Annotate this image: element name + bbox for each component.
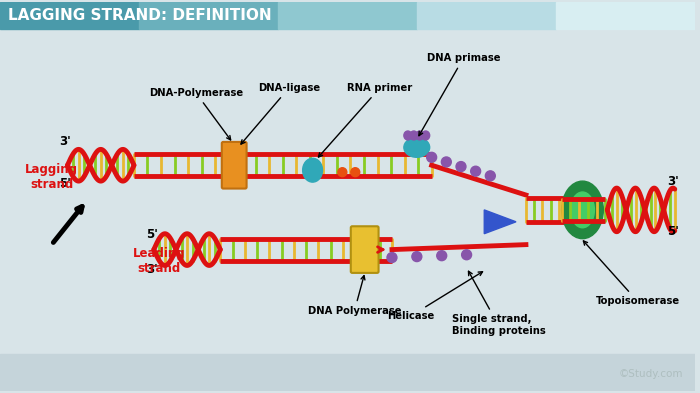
Ellipse shape [421,131,430,140]
Ellipse shape [410,131,418,140]
Ellipse shape [387,253,397,263]
Ellipse shape [456,162,466,171]
Ellipse shape [485,171,496,181]
Text: Lagging
strand: Lagging strand [25,163,78,191]
Text: 3': 3' [667,175,678,188]
Text: DNA Polymerase: DNA Polymerase [307,275,401,316]
Bar [278,2,416,29]
Text: 5': 5' [146,228,158,241]
Bar [0,2,139,29]
Text: 5': 5' [667,225,679,238]
Ellipse shape [570,192,594,228]
Circle shape [351,168,360,177]
Text: ©Study.com: ©Study.com [618,369,682,378]
Bar [139,2,278,29]
Text: LAGGING STRAND: DEFINITION: LAGGING STRAND: DEFINITION [8,8,272,23]
Ellipse shape [416,131,423,140]
Text: DNA primase: DNA primase [419,53,500,136]
Text: DNA-Polymerase: DNA-Polymerase [149,88,243,140]
Text: Topoisomerase: Topoisomerase [583,241,680,306]
Ellipse shape [442,157,452,167]
FancyBboxPatch shape [351,226,379,273]
Ellipse shape [412,252,422,262]
Text: Leading
strand: Leading strand [132,248,185,275]
Text: Helicase: Helicase [387,272,482,321]
Bar [416,2,556,29]
Ellipse shape [561,181,603,239]
Ellipse shape [461,250,472,260]
Text: 3': 3' [60,136,71,149]
Bar [556,2,694,29]
Ellipse shape [302,158,323,182]
Text: 3': 3' [146,263,158,276]
FancyBboxPatch shape [222,142,246,189]
Ellipse shape [404,138,430,157]
Ellipse shape [404,131,412,140]
Ellipse shape [470,166,481,176]
Circle shape [338,168,346,177]
Ellipse shape [427,152,437,162]
Text: DNA-ligase: DNA-ligase [241,83,320,144]
Text: 5': 5' [60,177,71,190]
Bar [0,354,694,391]
Text: Single strand,
Binding proteins: Single strand, Binding proteins [452,271,545,336]
Text: RNA primer: RNA primer [318,83,412,157]
Ellipse shape [437,251,447,261]
Polygon shape [484,210,516,234]
